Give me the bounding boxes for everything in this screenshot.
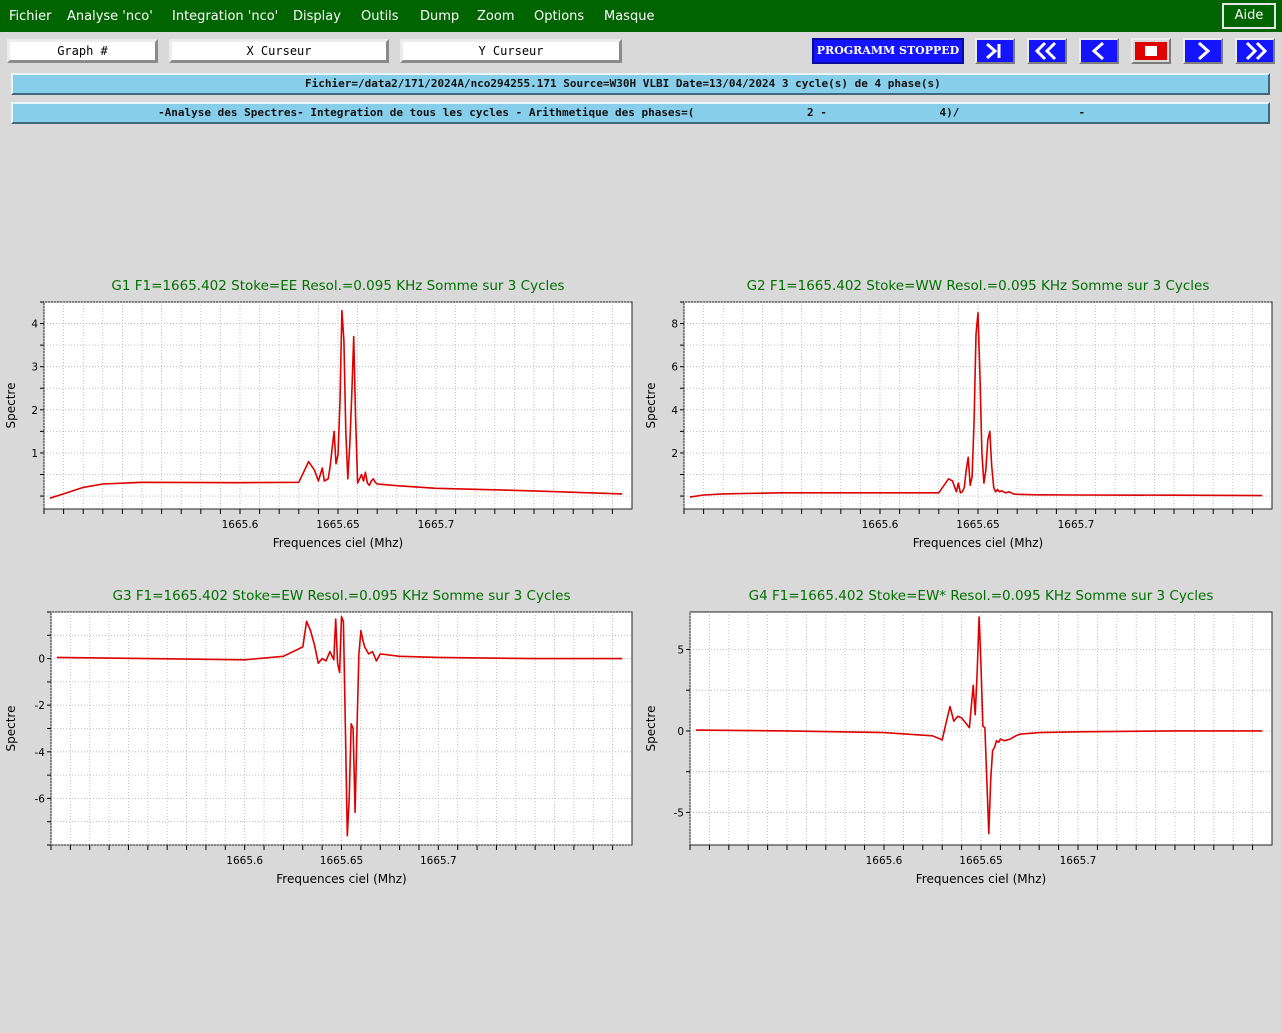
y-tick-label: 0 [38,654,45,666]
x-tick-label: 1665.65 [959,855,1002,867]
forward-icon [1198,41,1211,61]
x-axis-label: Frequences ciel (Mhz) [916,872,1046,886]
fast-back-icon [1034,41,1057,61]
x-tick-label: 1665.65 [320,855,363,867]
help-button[interactable]: Aide [1222,3,1276,29]
y-tick-label: -2 [35,700,45,712]
x-tick-label: 1665.7 [1058,519,1095,531]
x-tick-label: 1665.65 [956,519,999,531]
y-axis-label: Spectre [644,383,658,429]
chart-1: G1 F1=1665.402 Stoke=EE Resol.=0.095 KHz… [4,278,633,550]
series-line [695,616,1263,835]
y-tick-label: -5 [674,807,684,819]
x-tick-label: 1665.6 [866,855,903,867]
graph-g1[interactable]: G1 F1=1665.402 Stoke=EE Resol.=0.095 KHz… [0,274,640,584]
x-tick-label: 1665.7 [420,855,457,867]
last-icon [986,42,1001,60]
x-tick-label: 1665.6 [222,519,259,531]
y-tick-label: -4 [35,747,46,759]
menu-masque[interactable]: Masque [604,9,655,24]
menu-integration-nco[interactable]: Integration 'nco' [172,9,279,24]
series-line [689,311,1263,498]
y-axis-label: Spectre [4,383,18,429]
x-axis-label: Frequences ciel (Mhz) [913,536,1043,550]
y-tick-label: 8 [671,319,678,331]
y-tick-label: 6 [671,362,678,374]
chart-title: G2 F1=1665.402 Stoke=WW Resol.=0.095 KHz… [747,278,1210,294]
graph-g2[interactable]: G2 F1=1665.402 Stoke=WW Resol.=0.095 KHz… [640,274,1282,584]
x-tick-label: 1665.7 [1060,855,1097,867]
x-axis-label: Frequences ciel (Mhz) [276,872,406,886]
y-tick-label: 4 [31,319,38,331]
y-tick-label: 2 [31,405,38,417]
stop-button[interactable] [1131,38,1171,64]
back-button[interactable] [1079,38,1119,64]
chart-4: G4 F1=1665.402 Stoke=EW* Resol.=0.095 KH… [644,588,1273,886]
menu-dump[interactable]: Dump [420,9,460,24]
last-button[interactable] [975,38,1015,64]
y-tick-label: 5 [677,644,684,656]
y-tick-label: 2 [671,448,678,460]
chart-title: G4 F1=1665.402 Stoke=EW* Resol.=0.095 KH… [749,588,1214,604]
fast-back-button[interactable] [1027,38,1067,64]
menu-options[interactable]: Options [534,9,585,24]
series-line [56,615,623,837]
program-status-indicator: PROGRAMM STOPPED [812,38,964,64]
back-icon [1091,41,1104,61]
chart-2: G2 F1=1665.402 Stoke=WW Resol.=0.095 KHz… [644,278,1273,550]
x-tick-label: 1665.65 [316,519,359,531]
graph-g3[interactable]: G3 F1=1665.402 Stoke=EW Resol.=0.095 KHz… [0,584,640,894]
y-tick-label: 3 [31,362,38,374]
menu-fichier[interactable]: Fichier [9,9,52,24]
graph-number-field[interactable]: Graph # [7,39,158,63]
x-tick-label: 1665.6 [862,519,899,531]
series-line [49,309,623,499]
y-axis-label: Spectre [644,706,658,752]
menu-zoom[interactable]: Zoom [477,9,515,24]
menu-bar: Fichier Analyse 'nco' Integration 'nco' … [0,0,1282,32]
x-tick-label: 1665.6 [226,855,263,867]
x-tick-label: 1665.7 [418,519,455,531]
y-tick-label: 0 [677,726,684,738]
chart-3: G3 F1=1665.402 Stoke=EW Resol.=0.095 KHz… [4,588,633,886]
x-axis-label: Frequences ciel (Mhz) [273,536,403,550]
chart-title: G1 F1=1665.402 Stoke=EE Resol.=0.095 KHz… [111,278,564,294]
fast-forward-button[interactable] [1235,38,1275,64]
chart-title: G3 F1=1665.402 Stoke=EW Resol.=0.095 KHz… [113,588,571,604]
y-cursor-field[interactable]: Y Curseur [400,39,622,63]
menu-outils[interactable]: Outils [361,9,399,24]
file-info-bar: Fichier=/data2/171/2024A/nco294255.171 S… [11,73,1270,95]
y-tick-label: -6 [35,793,46,805]
y-tick-label: 1 [31,448,38,460]
y-tick-label: 4 [671,405,678,417]
menu-analyse-nco[interactable]: Analyse 'nco' [67,9,153,24]
graph-g4[interactable]: G4 F1=1665.402 Stoke=EW* Resol.=0.095 KH… [640,584,1282,894]
analysis-info-bar: -Analyse des Spectres- Integration de to… [11,102,1270,124]
plot-area [43,301,633,510]
menu-display[interactable]: Display [293,9,341,24]
x-cursor-field[interactable]: X Curseur [169,39,389,63]
y-axis-label: Spectre [4,706,18,752]
stop-icon [1135,42,1167,60]
forward-button[interactable] [1183,38,1223,64]
fast-forward-icon [1245,41,1268,61]
